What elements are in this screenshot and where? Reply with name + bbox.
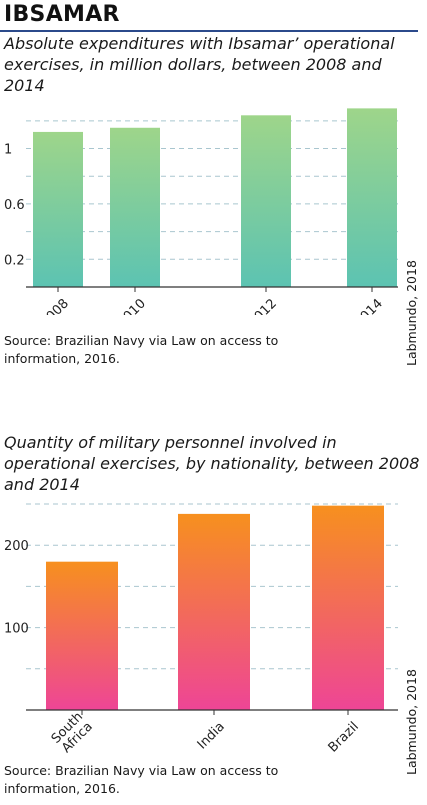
y-tick-label: 100 [4, 622, 29, 637]
x-tick-label: SouthAfrica [49, 709, 96, 756]
y-tick-label: 200 [4, 539, 29, 554]
x-tick-label: 2010 [115, 296, 149, 315]
page-title: IBSAMAR [4, 2, 120, 27]
bar-2010 [110, 127, 160, 287]
bar-2014 [347, 108, 397, 287]
chart-2-title: Quantity of military personnel involved … [4, 433, 420, 494]
bar-brazil [312, 505, 384, 710]
chart-1-source: Source: Brazilian Navy via Law on access… [4, 333, 279, 366]
bar-india [178, 513, 250, 710]
chart-2-source: Source: Brazilian Navy via Law on access… [4, 763, 279, 796]
x-tick-label: 2014 [352, 296, 386, 315]
x-tick-label: India [195, 719, 228, 752]
y-tick-label: 0.6 [4, 198, 25, 213]
y-tick-label: 0.2 [4, 253, 25, 268]
title-divider [0, 30, 418, 32]
y-tick-label: 1 [4, 143, 12, 158]
expenditures-bar-chart: 0.2 0.6 1 2008 2010 2012 2014 [4, 108, 398, 315]
chart-1-credit: Labmundo, 2018 [404, 260, 419, 366]
personnel-bar-chart: 100 200 SouthAfrica India Brazil [4, 503, 398, 756]
bar-2012 [241, 115, 291, 287]
chart-1-title: Absolute expenditures with Ibsamar’ oper… [4, 34, 395, 95]
x-tick-label: 2012 [246, 296, 280, 315]
bar-south-africa [46, 561, 118, 710]
bar-2008 [33, 131, 83, 287]
chart-2-credit: Labmundo, 2018 [404, 669, 419, 775]
x-tick-label: Brazil [326, 719, 362, 755]
x-tick-label: 2008 [38, 296, 72, 315]
